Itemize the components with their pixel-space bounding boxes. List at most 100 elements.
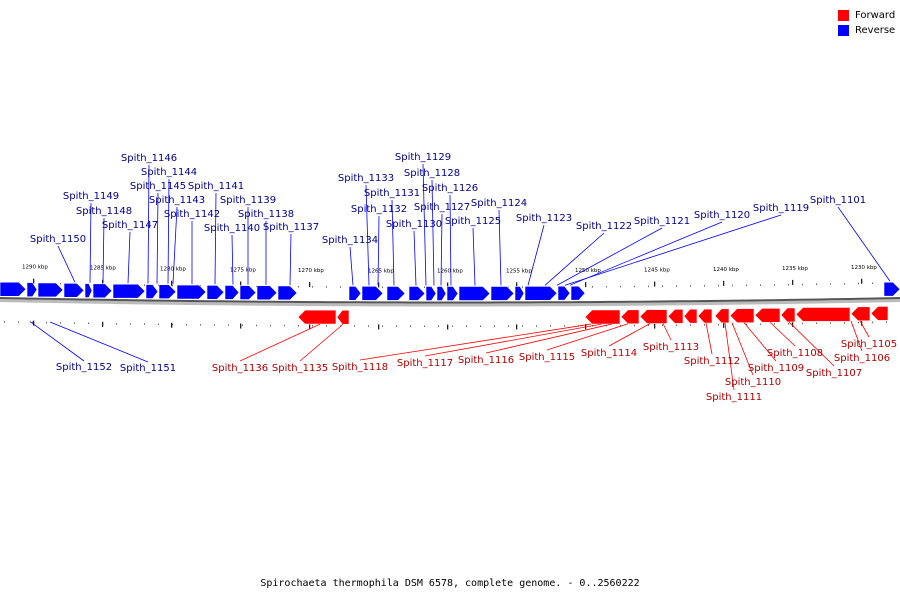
reverse-leader-line	[498, 209, 502, 286]
ruler-dot	[858, 321, 859, 324]
reverse-gene-label: Spith_1151	[120, 363, 176, 374]
forward-gene-arrow	[870, 306, 889, 321]
ruler-dot	[284, 324, 285, 327]
forward-gene-arrow	[667, 309, 684, 324]
reverse-leader-line	[89, 202, 92, 283]
ruler-dot	[424, 286, 425, 288]
reverse-gene-arrow	[26, 282, 38, 297]
tick-label: 1280 kbp	[160, 267, 186, 273]
reverse-gene-label: Spith_1119	[753, 203, 809, 214]
forward-gene-label: Spith_1107	[806, 368, 862, 379]
ruler-dot	[298, 285, 299, 288]
ruler-dot	[172, 284, 173, 287]
major-tick	[516, 324, 518, 330]
major-tick	[654, 281, 656, 287]
major-tick	[447, 282, 449, 288]
forward-leader-line	[485, 323, 613, 354]
ruler-dot	[774, 323, 775, 325]
ruler-dot	[564, 325, 565, 327]
major-tick	[171, 322, 173, 328]
forward-leader-line	[724, 322, 735, 391]
reverse-gene-label: Spith_1127	[414, 202, 470, 213]
forward-gene-arrow	[714, 308, 730, 324]
ruler-dot	[858, 282, 859, 285]
reverse-gene-label: Spith_1140	[204, 223, 260, 234]
major-tick	[240, 323, 242, 329]
reverse-leader-line	[147, 164, 150, 284]
ruler-dot	[228, 324, 229, 326]
ruler-dot	[158, 323, 159, 326]
ruler-dot	[662, 285, 663, 288]
reverse-leader-line	[49, 321, 149, 363]
forward-swatch	[838, 10, 849, 21]
reverse-gene-label: Spith_1139	[220, 195, 276, 206]
reverse-gene-arrow	[84, 283, 93, 298]
forward-gene-arrow	[584, 309, 621, 325]
forward-leader-line	[359, 323, 592, 361]
ruler-dot	[144, 284, 145, 286]
ruler-dot	[88, 322, 89, 325]
reverse-leader-line	[556, 227, 663, 286]
forward-gene-arrow	[729, 308, 755, 323]
forward-leader-line	[731, 322, 754, 376]
ruler-dot	[746, 323, 747, 326]
forward-label: Forward	[855, 10, 896, 21]
ruler-dot	[32, 321, 33, 324]
tick-label: 1230 kbp	[851, 265, 877, 271]
reverse-leader-line	[391, 199, 395, 286]
forward-leader-line	[788, 321, 835, 367]
ruler-dot	[354, 325, 355, 327]
reverse-gene-arrow	[436, 286, 447, 301]
ruler-dot	[718, 284, 719, 287]
reverse-gene-arrow	[158, 284, 177, 300]
legend-forward: Forward	[838, 8, 895, 23]
ruler-dot	[830, 283, 831, 285]
reverse-gene-label: Spith_1121	[634, 216, 690, 227]
forward-gene-label: Spith_1113	[643, 342, 699, 353]
ruler-dot	[676, 285, 677, 287]
ruler-dot	[718, 323, 719, 326]
reverse-leader-line	[544, 232, 605, 286]
forward-gene-arrow	[639, 309, 668, 324]
tick-label: 1265 kbp	[368, 268, 394, 274]
reverse-gene-arrow	[348, 286, 362, 301]
forward-gene-label: Spith_1114	[581, 348, 637, 359]
forward-gene-arrow	[336, 309, 350, 325]
reverse-gene-label: Spith_1150	[30, 234, 86, 245]
reverse-gene-label: Spith_1132	[351, 204, 407, 215]
ruler-dot	[186, 323, 187, 326]
ruler-dot	[704, 324, 705, 326]
ruler-dot	[606, 324, 607, 327]
reverse-gene-label: Spith_1131	[364, 188, 420, 199]
ruler-dot	[802, 283, 803, 286]
ruler-dot	[522, 286, 523, 288]
ruler-dot	[396, 325, 397, 327]
forward-gene-label: Spith_1111	[706, 392, 762, 403]
ruler-dot	[256, 285, 257, 288]
tick-label: 1250 kbp	[575, 268, 601, 274]
reverse-leader-line	[377, 215, 380, 286]
reverse-leader-line	[365, 184, 370, 286]
ruler-dot	[130, 323, 131, 325]
forward-gene-label: Spith_1118	[332, 362, 388, 373]
ruler-dot	[592, 286, 593, 288]
ruler-dot	[648, 285, 649, 288]
forward-gene-label: Spith_1136	[212, 363, 268, 374]
ruler-dot	[256, 324, 257, 327]
reverse-gene-label: Spith_1145	[130, 181, 186, 192]
ruler-dot	[802, 322, 803, 325]
forward-leader-line	[239, 323, 321, 362]
reverse-leader-line	[449, 194, 452, 286]
reverse-leader-line	[156, 192, 159, 284]
ruler-dot	[634, 285, 635, 288]
forward-leader-line	[662, 323, 672, 341]
reverse-gene-label: Spith_1124	[471, 198, 527, 209]
reverse-gene-arrow	[176, 284, 207, 300]
ruler-dot	[620, 285, 621, 288]
major-tick	[654, 323, 656, 329]
ruler-dot	[200, 324, 201, 326]
ruler-dot	[550, 325, 551, 327]
ruler-dot	[298, 324, 299, 327]
reverse-leader-line	[527, 224, 545, 286]
